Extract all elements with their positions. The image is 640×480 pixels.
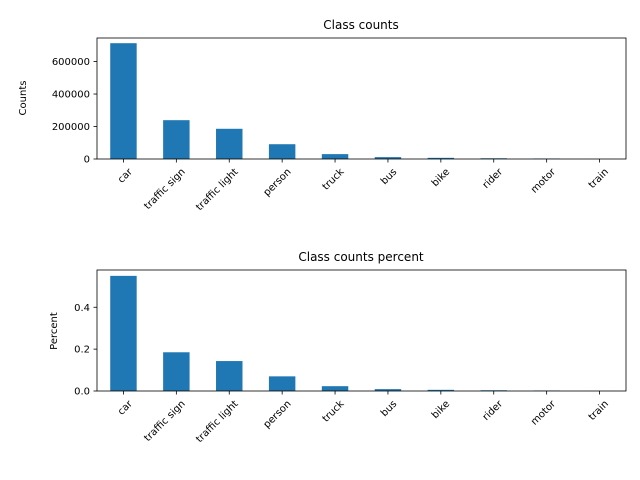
axes-frame — [96, 37, 627, 160]
y-tick-label: 400000 — [52, 90, 90, 101]
bar-traffic-light — [216, 361, 243, 391]
bar-traffic-sign — [163, 352, 190, 391]
bar-car — [110, 275, 137, 391]
bar-car — [110, 43, 137, 160]
y-tick-label: 200000 — [52, 122, 90, 133]
bar-bus — [374, 157, 402, 159]
bar-traffic-light — [216, 128, 243, 159]
y-tick-label: 0 — [84, 155, 90, 166]
bar-person — [268, 376, 296, 391]
y-ticks: 0.0 0.2 0.4 — [74, 303, 97, 398]
axes-frame — [96, 269, 627, 392]
bar-truck — [321, 386, 349, 391]
y-tick-label: 0.4 — [74, 303, 90, 314]
y-tick-label: 600000 — [52, 57, 90, 68]
y-tick-label: 0.0 — [74, 387, 90, 398]
bar-bike — [427, 157, 455, 159]
y-axis-label: Percent — [49, 312, 60, 350]
bar-person — [268, 144, 296, 159]
chart-title: Class counts — [323, 18, 399, 32]
y-tick-label: 0.2 — [74, 345, 90, 356]
y-ticks: 0 200000 400000 600000 — [52, 57, 97, 166]
bar-traffic-sign — [163, 120, 190, 159]
chart-class-counts-percent: Class counts percent Percent car traffic … — [49, 250, 627, 445]
bar-bus — [374, 389, 402, 391]
chart-title: Class counts percent — [298, 250, 424, 264]
bar-truck — [321, 154, 349, 159]
y-axis-label: Counts — [18, 81, 29, 116]
bar-bike — [427, 389, 455, 391]
bars — [110, 43, 613, 160]
